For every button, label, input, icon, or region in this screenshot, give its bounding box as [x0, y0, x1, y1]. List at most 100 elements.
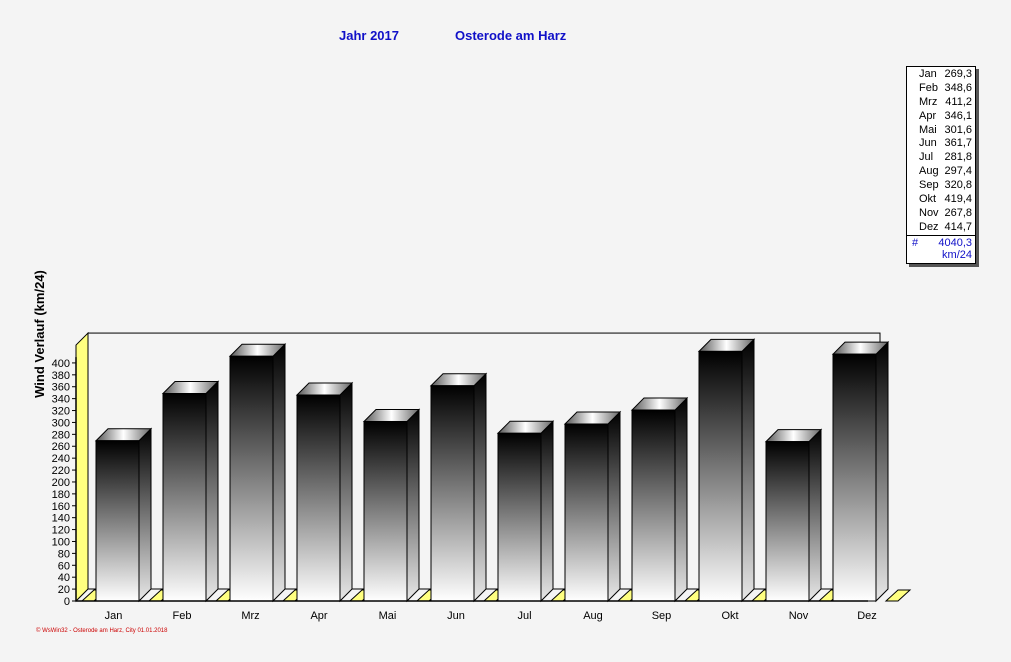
legend-item-value: 346,1: [944, 109, 972, 122]
bar-side: [674, 396, 688, 603]
bar-side: [741, 338, 755, 603]
bar-side: [138, 427, 152, 603]
bar: [564, 423, 609, 602]
legend-item: Dez 414,7: [907, 220, 975, 234]
y-tick-label: 320: [52, 406, 70, 418]
legend-item: Sep 320,8: [907, 178, 975, 192]
floor-tile: [884, 589, 912, 602]
bar: [296, 394, 341, 602]
legend-item: Nov 267,8: [907, 206, 975, 220]
x-tick-label: Nov: [789, 610, 809, 622]
y-tick-label: 80: [58, 548, 70, 560]
y-tick-label: 360: [52, 382, 70, 394]
legend-item: Apr 346,1: [907, 109, 975, 123]
legend-item-value: 269,3: [944, 68, 972, 80]
legend-item-value: 361,7: [944, 137, 972, 150]
legend-item-value: 348,6: [944, 81, 972, 94]
legend-total-symbol: #: [912, 236, 919, 249]
bar: [162, 393, 207, 602]
legend-item-value: 411,2: [945, 95, 972, 108]
x-tick-label: Jun: [447, 610, 465, 622]
bar: [363, 420, 408, 602]
legend-item: Feb 348,6: [907, 81, 975, 95]
y-tick-label: 240: [52, 453, 70, 465]
legend-item-label: Apr: [919, 109, 937, 122]
x-tick-label: Mai: [379, 610, 397, 622]
legend-item-value: 301,6: [944, 123, 972, 136]
legend-item: Mrz 411,2: [907, 95, 975, 109]
bar-side: [406, 408, 420, 603]
legend-total-unit: km/24: [942, 248, 972, 261]
bar-side: [473, 372, 487, 603]
y-tick-label: 180: [52, 489, 70, 501]
bar-side: [875, 340, 889, 603]
legend-total-value: 4040,3: [938, 236, 972, 249]
bar: [631, 409, 676, 602]
x-tick-label: Jul: [517, 610, 531, 622]
x-tick-label: Feb: [173, 610, 192, 622]
bar-side: [205, 380, 219, 603]
legend-item: Jun 361,7: [907, 136, 975, 150]
legend-item-value: 281,8: [944, 151, 972, 164]
y-tick-label: 340: [52, 394, 70, 406]
x-tick-label: Sep: [652, 610, 672, 622]
bar: [765, 441, 810, 602]
x-tick-label: Apr: [310, 610, 327, 622]
x-tick-label: Dez: [857, 610, 877, 622]
legend-item-label: Aug: [919, 165, 939, 178]
legend-item-label: Dez: [919, 220, 939, 233]
legend-item-label: Mrz: [919, 95, 938, 108]
y-tick-label: 40: [58, 572, 70, 584]
legend-item-label: Sep: [919, 179, 939, 192]
y-tick-label: 140: [52, 513, 70, 525]
footer-credit: © WsWin32 - Osterode am Harz, City 01.01…: [36, 628, 168, 634]
bar-side: [808, 428, 822, 603]
x-tick-label: Jan: [105, 610, 123, 622]
x-tick-label: Okt: [721, 610, 738, 622]
y-tick-label: 400: [52, 358, 70, 370]
legend-item-value: 419,4: [944, 193, 972, 206]
bar: [698, 350, 743, 602]
legend-item-label: Mai: [919, 123, 937, 136]
y-tick-label: 120: [52, 525, 70, 537]
x-tick-label: Aug: [583, 610, 603, 622]
bar: [497, 432, 542, 602]
legend-item: Mai 301,6: [907, 123, 975, 137]
bar: [95, 440, 140, 602]
legend-item: Jul 281,8: [907, 150, 975, 164]
y-tick-label: 20: [58, 584, 70, 596]
bar: [430, 385, 475, 602]
y-tick-label: 280: [52, 429, 70, 441]
bar-side: [272, 343, 286, 603]
y-tick-label: 160: [52, 501, 70, 513]
y-tick-label: 0: [64, 596, 70, 608]
legend-total: # 4040,3 km/24: [907, 236, 975, 263]
bar-side: [607, 410, 621, 603]
left-wall: [75, 331, 89, 603]
legend-item-label: Nov: [919, 206, 939, 219]
legend-item: Okt 419,4: [907, 192, 975, 206]
legend-item-value: 320,8: [944, 179, 972, 192]
chart-title-year: Jahr 2017: [339, 28, 399, 43]
y-tick-label: 100: [52, 536, 70, 548]
y-tick-label: 60: [58, 560, 70, 572]
bar: [832, 353, 877, 602]
chart-title-location: Osterode am Harz: [455, 28, 567, 43]
legend-item-value: 297,4: [944, 165, 972, 178]
y-axis-label: Wind Verlauf (km/24): [32, 270, 47, 398]
bar: [229, 355, 274, 602]
legend-item: Jan 269,3: [907, 67, 975, 81]
legend-item-label: Okt: [919, 193, 937, 206]
legend-item-label: Jun: [919, 137, 937, 150]
legend-item-value: 414,7: [944, 220, 972, 233]
legend-item-label: Jul: [919, 151, 934, 164]
bar-side: [540, 420, 554, 603]
bar-side: [339, 381, 353, 603]
legend-item-label: Feb: [919, 81, 938, 94]
x-tick-label: Mrz: [241, 610, 259, 622]
legend-item-value: 267,8: [944, 206, 972, 219]
legend-item: Aug 297,4: [907, 164, 975, 178]
y-tick-label: 380: [52, 370, 70, 382]
legend-item-label: Jan: [919, 68, 937, 80]
